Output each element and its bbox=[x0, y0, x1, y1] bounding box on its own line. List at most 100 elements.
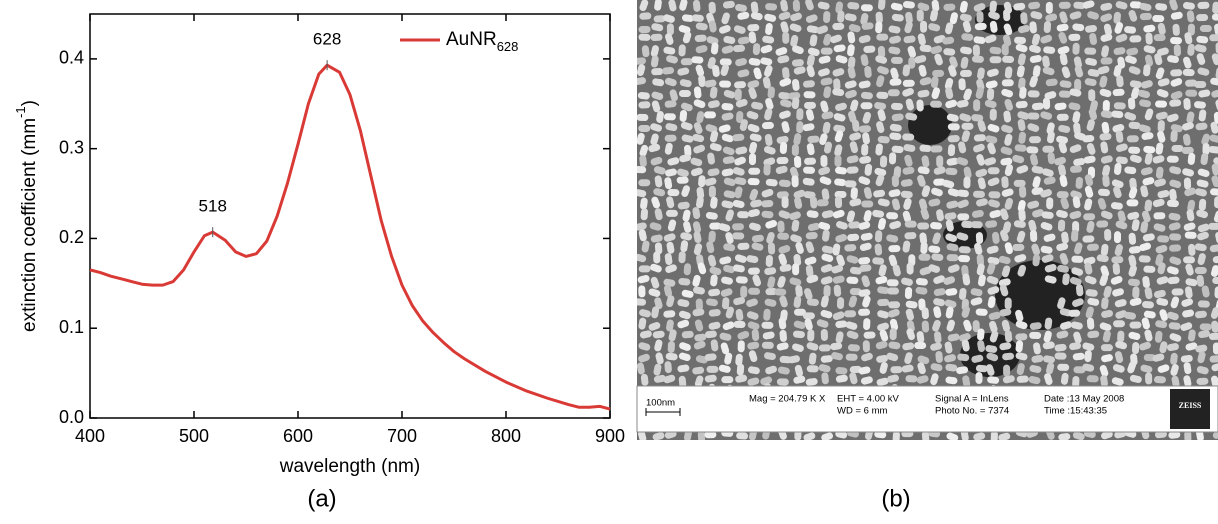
nanorod bbox=[846, 166, 859, 174]
nanorod bbox=[960, 46, 973, 55]
nanorod bbox=[984, 157, 997, 166]
nanorod bbox=[832, 243, 841, 256]
nanorod bbox=[959, 13, 972, 22]
nanorod bbox=[654, 0, 662, 11]
nanorod bbox=[1018, 24, 1030, 34]
nanorod bbox=[1139, 12, 1152, 21]
nanorod bbox=[1096, 254, 1109, 263]
nanorod bbox=[1170, 78, 1183, 87]
nanorod bbox=[748, 87, 757, 100]
nanorod bbox=[695, 64, 705, 77]
nanorod bbox=[651, 91, 664, 101]
nanorod bbox=[1084, 350, 1092, 363]
nanorod bbox=[1100, 344, 1113, 352]
nanorod bbox=[721, 103, 734, 111]
nanorod bbox=[760, 44, 773, 54]
nanorod bbox=[1198, 89, 1211, 98]
nanorod bbox=[988, 191, 1001, 199]
nanorod bbox=[1129, 80, 1142, 89]
nanorod bbox=[1042, 145, 1055, 153]
nanorod bbox=[691, 56, 704, 64]
nanorod bbox=[650, 263, 662, 273]
nanorod bbox=[845, 89, 857, 99]
nanorod bbox=[943, 3, 956, 11]
nanorod bbox=[934, 331, 942, 344]
nanorod bbox=[1086, 220, 1095, 233]
nanorod bbox=[1059, 53, 1068, 66]
nanorod bbox=[849, 372, 858, 385]
nanorod bbox=[761, 210, 774, 219]
info-text: Signal A = InLens bbox=[935, 394, 1009, 405]
nanorod bbox=[1185, 79, 1198, 87]
nanorod bbox=[971, 114, 984, 122]
nanorod bbox=[677, 168, 689, 177]
nanorod bbox=[796, 121, 804, 134]
nanorod bbox=[734, 186, 743, 199]
nanorod bbox=[692, 207, 701, 220]
nanorod bbox=[917, 89, 930, 98]
nanorod bbox=[1185, 278, 1198, 287]
nanorod bbox=[1085, 25, 1097, 33]
nanorod bbox=[974, 242, 983, 255]
nanorod bbox=[935, 350, 943, 363]
nanorod bbox=[945, 22, 954, 35]
nanorod bbox=[1196, 179, 1209, 188]
nanorod bbox=[947, 135, 960, 143]
nanorod bbox=[679, 154, 692, 163]
nanorod bbox=[1102, 164, 1111, 177]
nanorod bbox=[1141, 317, 1150, 330]
nanorod bbox=[875, 21, 883, 34]
nanorod bbox=[821, 372, 829, 385]
nanorod bbox=[791, 97, 800, 110]
nanorod bbox=[678, 310, 691, 320]
nanorod bbox=[822, 229, 830, 242]
nanorod bbox=[733, 297, 746, 306]
nanorod bbox=[863, 210, 872, 222]
nanorod bbox=[992, 231, 1000, 244]
nanorod bbox=[847, 66, 856, 79]
nanorod bbox=[918, 253, 931, 261]
nanorod bbox=[791, 78, 800, 91]
nanorod bbox=[850, 99, 859, 112]
nanorod bbox=[1183, 362, 1192, 375]
nanorod bbox=[1018, 209, 1026, 222]
nanorod bbox=[1155, 111, 1168, 120]
nanorod bbox=[919, 144, 932, 153]
nanorod bbox=[879, 155, 888, 168]
nanorod bbox=[681, 14, 694, 22]
nanorod bbox=[681, 330, 694, 339]
nanorod bbox=[900, 179, 913, 187]
nanorod bbox=[732, 232, 745, 240]
nanorod bbox=[782, 67, 790, 80]
nanorod bbox=[891, 13, 904, 22]
nanorod bbox=[1042, 55, 1050, 68]
nanorod bbox=[957, 199, 969, 209]
nanorod bbox=[638, 430, 647, 440]
nanorod bbox=[1201, 133, 1210, 146]
nanorod bbox=[1182, 68, 1195, 77]
nanorod bbox=[961, 122, 974, 130]
nanorod bbox=[1015, 43, 1028, 53]
nanorod bbox=[820, 276, 833, 285]
nanorod bbox=[1028, 1, 1041, 10]
nanorod bbox=[947, 123, 960, 131]
nanorod bbox=[821, 432, 834, 440]
nanorod bbox=[942, 36, 955, 45]
nanorod bbox=[947, 264, 960, 273]
nanorod bbox=[666, 241, 675, 254]
nanorod bbox=[973, 432, 986, 440]
nanorod bbox=[834, 130, 844, 143]
nanorod bbox=[820, 100, 829, 113]
nanorod bbox=[844, 244, 857, 252]
nanorod bbox=[1169, 0, 1178, 11]
nanorod bbox=[1069, 165, 1082, 173]
nanorod bbox=[973, 99, 981, 112]
nanorod bbox=[1141, 210, 1151, 223]
nanorod bbox=[1185, 263, 1194, 276]
nanorod bbox=[1114, 351, 1124, 363]
nanorod bbox=[920, 20, 928, 33]
nanorod bbox=[708, 1, 716, 14]
nanorod bbox=[833, 113, 846, 122]
nanorod bbox=[1114, 299, 1127, 308]
nanorod bbox=[695, 45, 708, 54]
